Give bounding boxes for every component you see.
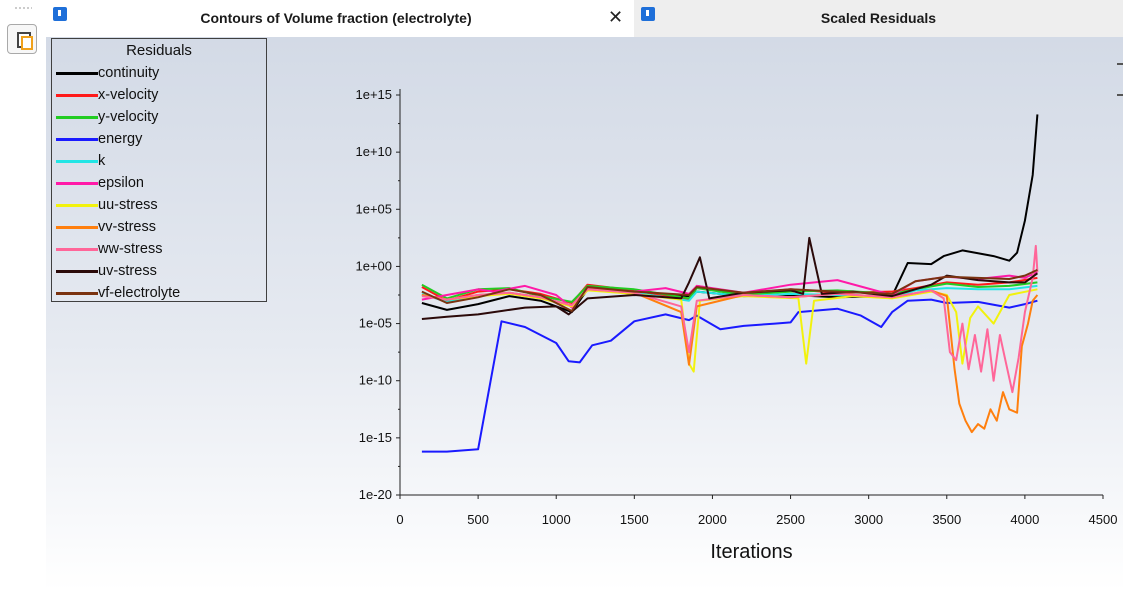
legend-swatch (56, 94, 98, 97)
tab-title: Scaled Residuals (820, 10, 937, 26)
legend-label: k (98, 153, 106, 169)
legend-swatch (56, 72, 98, 75)
legend-item-x-velocity[interactable]: x-velocity (52, 85, 266, 107)
tab-contours-volume-fraction[interactable]: Contours of Volume fraction (electrolyte… (46, 0, 634, 37)
legend-label: continuity (98, 65, 160, 81)
legend-swatch (56, 226, 98, 229)
edge-mark (1117, 94, 1123, 96)
legend-label: energy (98, 131, 143, 147)
legend-swatch (56, 292, 98, 295)
legend-item-uu-stress[interactable]: uu-stress (52, 195, 266, 217)
y-tick-label: 1e+15 (355, 87, 392, 102)
legend-item-y-velocity[interactable]: y-velocity (52, 107, 266, 129)
legend-label: vf-electrolyte (98, 285, 181, 301)
legend-item-continuity[interactable]: continuity (52, 63, 266, 85)
x-tick-label: 3000 (854, 512, 883, 527)
legend-swatch (56, 182, 98, 185)
y-tick-label: 1e-05 (359, 316, 392, 331)
legend-item-ww-stress[interactable]: ww-stress (52, 239, 266, 261)
y-tick-label: 1e-20 (359, 487, 392, 502)
legend-label: vv-stress (98, 219, 156, 235)
tab-title: Contours of Volume fraction (electrolyte… (200, 10, 472, 26)
legend-item-k[interactable]: k (52, 151, 266, 173)
legend-item-vv-stress[interactable]: vv-stress (52, 217, 266, 239)
x-tick-label: 4000 (1010, 512, 1039, 527)
copy-windows-button[interactable] (7, 24, 37, 54)
x-tick-label: 2500 (776, 512, 805, 527)
y-tick-label: 1e+10 (355, 144, 392, 159)
x-tick-label: 0 (396, 512, 403, 527)
fluent-window-icon (53, 7, 67, 21)
series-line-vf-electrolyte (421, 268, 1038, 312)
close-icon[interactable]: ✕ (608, 7, 624, 27)
legend-label: x-velocity (98, 87, 159, 103)
y-tick-label: 1e-15 (359, 430, 392, 445)
legend-label: epsilon (98, 175, 144, 191)
tab-scaled-residuals[interactable]: Scaled Residuals (634, 0, 1123, 37)
x-tick-label: 3500 (932, 512, 961, 527)
drag-grip-icon[interactable] (14, 6, 32, 10)
legend-item-vf-electrolyte[interactable]: vf-electrolyte (52, 283, 266, 305)
legend-swatch (56, 138, 98, 141)
legend-swatch (56, 160, 98, 163)
legend-swatch (56, 270, 98, 273)
series-line-ww-stress (421, 244, 1039, 394)
plot-area[interactable] (46, 37, 1123, 591)
legend-item-epsilon[interactable]: epsilon (52, 173, 266, 195)
edge-mark (1117, 63, 1123, 65)
legend-item-uv-stress[interactable]: uv-stress (52, 261, 266, 283)
legend-item-energy[interactable]: energy (52, 129, 266, 151)
legend-title: Residuals (126, 42, 192, 59)
legend-swatch (56, 116, 98, 119)
x-axis-title: Iterations (710, 541, 792, 563)
fluent-window-icon (641, 7, 655, 21)
legend-swatch (56, 204, 98, 207)
left-toolbar (0, 0, 46, 591)
legend-label: uv-stress (98, 263, 157, 279)
x-tick-label: 1500 (620, 512, 649, 527)
y-tick-label: 1e+00 (355, 258, 392, 273)
legend-swatch (56, 248, 98, 251)
chart-legend[interactable]: Residuals continuity x-velocity y-velocity… (51, 38, 267, 302)
legend-label: ww-stress (98, 241, 163, 257)
y-tick-label: 1e-10 (359, 373, 392, 388)
x-tick-label: 2000 (698, 512, 727, 527)
legend-label: uu-stress (98, 197, 158, 213)
legend-label: y-velocity (98, 109, 159, 125)
graphics-tab-bar: Contours of Volume fraction (electrolyte… (46, 0, 1123, 37)
x-tick-label: 500 (467, 512, 489, 527)
x-tick-label: 4500 (1089, 512, 1118, 527)
y-tick-label: 1e+05 (355, 201, 392, 216)
copy-windows-icon-overlay (21, 36, 33, 50)
series-line-energy (421, 298, 1038, 453)
x-tick-label: 1000 (542, 512, 571, 527)
